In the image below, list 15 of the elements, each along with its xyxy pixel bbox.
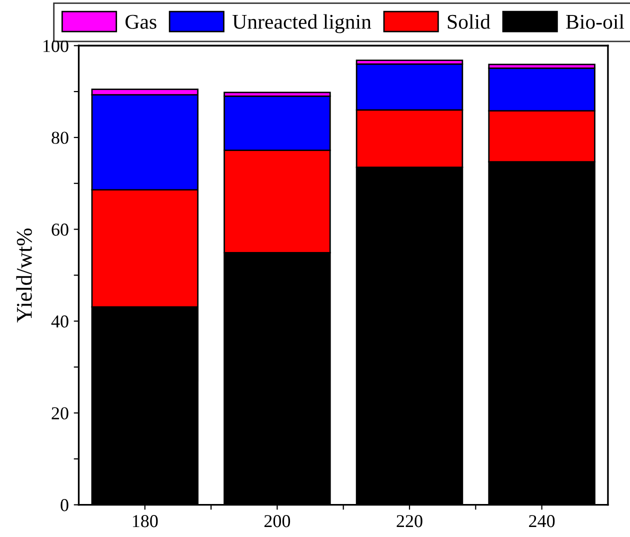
y-tick-label: 80 — [52, 132, 68, 144]
y-axis-title: Yield/wt% — [16, 228, 32, 322]
legend-label: Gas — [126, 14, 156, 29]
x-tick-label: 200 — [264, 515, 290, 528]
legend-label: Solid — [448, 14, 490, 29]
y-tick-label: 60 — [52, 224, 68, 236]
legend-label: Unreacted lignin — [232, 14, 372, 34]
x-tick-label: 240 — [529, 515, 555, 528]
y-tick-label: 0 — [60, 499, 68, 512]
x-tick-label: 220 — [396, 515, 422, 528]
y-tick-label: 100 — [44, 40, 68, 52]
legend-label: Bio-oil — [566, 14, 624, 29]
y-tick-label: 40 — [51, 315, 68, 328]
x-tick-label: 180 — [132, 515, 158, 528]
y-tick-label: 20 — [52, 407, 68, 420]
